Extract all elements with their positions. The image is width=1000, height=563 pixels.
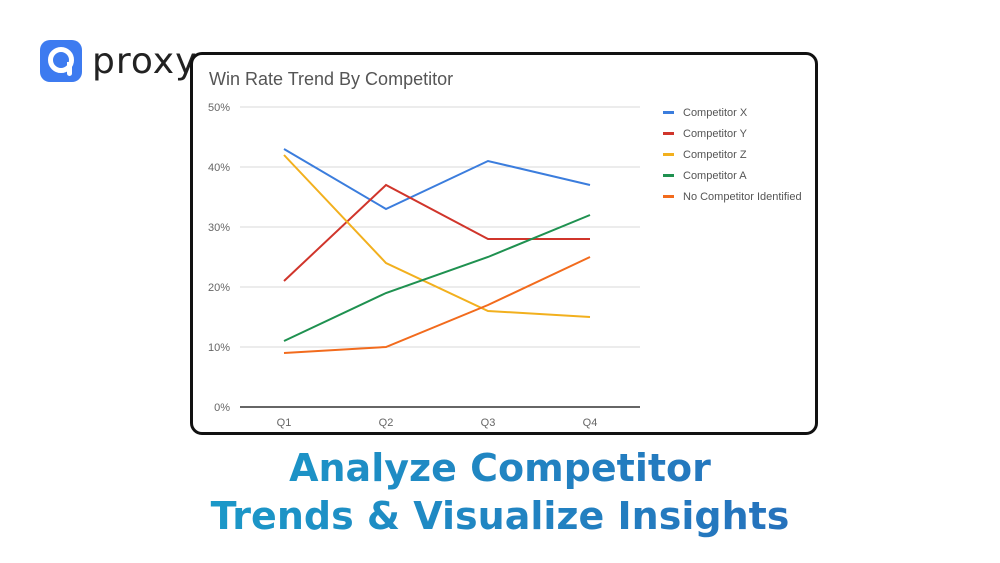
series-line xyxy=(283,148,591,211)
series-line xyxy=(283,214,591,342)
brand-logo: proxy xyxy=(40,40,197,82)
proxy-logo-icon xyxy=(40,40,82,82)
legend-label: No Competitor Identified xyxy=(683,190,802,203)
y-tick-label: 20% xyxy=(208,282,230,294)
headline-line-2: Trends & Visualize Insights xyxy=(0,494,1000,538)
legend-label: Competitor A xyxy=(683,169,747,182)
series-line xyxy=(283,256,591,354)
headline-line-1: Analyze Competitor xyxy=(0,446,1000,490)
legend-item: Competitor X xyxy=(663,102,802,123)
line-chart: 0% 10% 20% 30% 40% 50% Q1 Q2 Q3 Q4 xyxy=(208,102,640,429)
chart-legend: Competitor X Competitor Y Competitor Z Comp… xyxy=(663,102,802,207)
legend-label: Competitor X xyxy=(683,106,748,119)
x-tick-label: Q4 xyxy=(583,417,598,429)
x-tick-label: Q2 xyxy=(379,417,394,429)
legend-item: No Competitor Identified xyxy=(663,186,802,207)
x-tick-label: Q3 xyxy=(481,417,496,429)
y-tick-label: 40% xyxy=(208,162,230,174)
series-line xyxy=(283,154,591,318)
chart-card: Win Rate Trend By Competitor 0% 10% 20% 30%… xyxy=(190,52,818,435)
legend-item: Competitor Z xyxy=(663,144,802,165)
series-line xyxy=(283,183,590,282)
legend-label: Competitor Z xyxy=(683,148,747,161)
legend-swatch-icon xyxy=(663,153,674,156)
legend-swatch-icon xyxy=(663,174,674,177)
x-tick-label: Q1 xyxy=(277,417,292,429)
legend-item: Competitor A xyxy=(663,165,802,186)
legend-label: Competitor Y xyxy=(683,127,747,140)
y-tick-label: 30% xyxy=(208,222,230,234)
y-tick-label: 0% xyxy=(214,402,230,414)
legend-swatch-icon xyxy=(663,111,674,114)
legend-swatch-icon xyxy=(663,132,674,135)
y-tick-label: 50% xyxy=(208,102,230,114)
brand-name: proxy xyxy=(92,40,198,82)
legend-swatch-icon xyxy=(663,195,674,198)
y-tick-label: 10% xyxy=(208,342,230,354)
legend-item: Competitor Y xyxy=(663,123,802,144)
chart-title: Win Rate Trend By Competitor xyxy=(209,69,454,89)
